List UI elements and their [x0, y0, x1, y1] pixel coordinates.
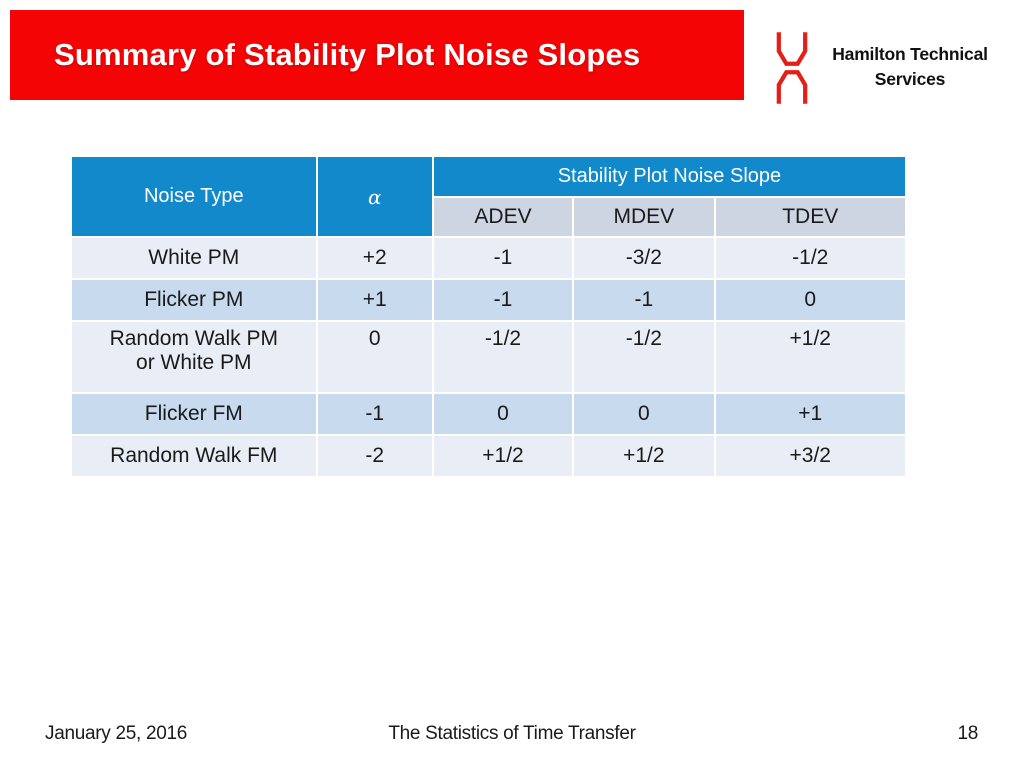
cell-noise-type-line2: or White PM — [136, 351, 252, 374]
cell-alpha: -2 — [317, 436, 432, 476]
table-row: Random Walk FM -2 +1/2 +1/2 +3/2 — [72, 436, 905, 476]
cell-adev: +1/2 — [433, 436, 573, 476]
cell-noise-type: White PM — [72, 238, 316, 278]
noise-slope-table: Noise Type α Stability Plot Noise Slope … — [70, 155, 907, 478]
cell-noise-type-line1: Random Walk PM — [109, 327, 278, 350]
cell-tdev: +3/2 — [715, 436, 905, 476]
cell-adev: -1 — [433, 238, 573, 278]
table-row: Flicker PM +1 -1 -1 0 — [72, 280, 905, 320]
cell-mdev: -1/2 — [574, 322, 714, 392]
footer-date: January 25, 2016 — [45, 723, 188, 744]
cell-noise-type: Flicker PM — [72, 280, 316, 320]
cell-alpha: 0 — [317, 322, 432, 392]
cell-adev: -1/2 — [433, 322, 573, 392]
title-banner: Summary of Stability Plot Noise Slopes — [10, 10, 744, 100]
footer-title: The Statistics of Time Transfer — [388, 723, 636, 744]
cell-noise-type: Random Walk FM — [72, 436, 316, 476]
slide-title: Summary of Stability Plot Noise Slopes — [54, 37, 641, 72]
col-header-noise-type: Noise Type — [72, 157, 316, 236]
cell-adev: -1 — [433, 280, 573, 320]
table-row: Random Walk PM or White PM 0 -1/2 -1/2 +… — [72, 322, 905, 392]
col-header-mdev: MDEV — [574, 198, 714, 236]
cell-tdev: -1/2 — [715, 238, 905, 278]
cell-tdev: +1/2 — [715, 322, 905, 392]
cell-mdev: -1 — [574, 280, 714, 320]
cell-mdev: 0 — [574, 394, 714, 434]
col-header-group: Stability Plot Noise Slope — [433, 157, 905, 196]
cell-noise-type: Random Walk PM or White PM — [72, 322, 316, 392]
logo-text-line1: Hamilton Technical — [832, 44, 988, 64]
table-row: White PM +2 -1 -3/2 -1/2 — [72, 238, 905, 278]
col-header-alpha: α — [317, 157, 432, 236]
logo-text: Hamilton Technical Services — [812, 42, 1008, 92]
cell-alpha: -1 — [317, 394, 432, 434]
hamilton-logo-icon — [776, 32, 808, 104]
logo-text-line2: Services — [874, 69, 946, 89]
col-header-adev: ADEV — [433, 198, 573, 236]
table-row: Flicker FM -1 0 0 +1 — [72, 394, 905, 434]
footer-page-number: 18 — [957, 723, 978, 744]
cell-alpha: +1 — [317, 280, 432, 320]
cell-tdev: 0 — [715, 280, 905, 320]
cell-adev: 0 — [433, 394, 573, 434]
cell-noise-type: Flicker FM — [72, 394, 316, 434]
col-header-tdev: TDEV — [715, 198, 905, 236]
cell-tdev: +1 — [715, 394, 905, 434]
cell-mdev: +1/2 — [574, 436, 714, 476]
cell-mdev: -3/2 — [574, 238, 714, 278]
cell-alpha: +2 — [317, 238, 432, 278]
